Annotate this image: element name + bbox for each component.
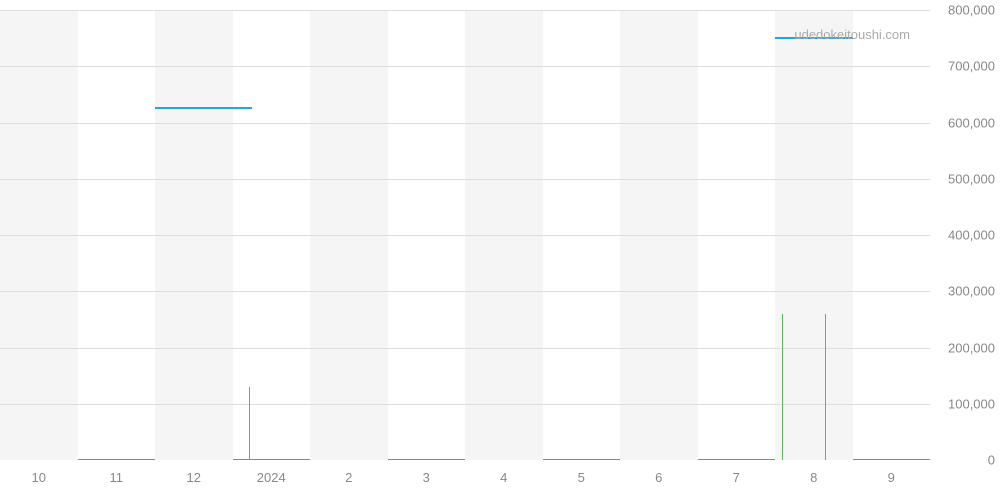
y-axis-label: 200,000 <box>935 340 995 355</box>
y-axis-label: 600,000 <box>935 115 995 130</box>
x-axis-label: 12 <box>187 470 201 485</box>
gridline-h <box>0 348 930 349</box>
watermark-text: udedokeitoushi.com <box>794 27 910 42</box>
y-axis-label: 100,000 <box>935 396 995 411</box>
gridline-h <box>0 10 930 11</box>
x-axis-label: 4 <box>500 470 507 485</box>
volume-bar <box>249 387 250 460</box>
plot-area: 0100,000200,000300,000400,000500,000600,… <box>0 10 930 460</box>
x-axis-label: 5 <box>578 470 585 485</box>
x-axis-label: 7 <box>733 470 740 485</box>
gridline-h <box>0 123 930 124</box>
gridline-h <box>0 179 930 180</box>
gridline-h <box>0 235 930 236</box>
y-axis-label: 300,000 <box>935 284 995 299</box>
x-axis-label: 8 <box>810 470 817 485</box>
x-axis-label: 2 <box>345 470 352 485</box>
x-axis-label: 2024 <box>257 470 286 485</box>
x-axis-label: 10 <box>32 470 46 485</box>
gridline-h <box>0 404 930 405</box>
x-axis-label: 3 <box>423 470 430 485</box>
price-chart: 0 100,000 200,000 300,000 400,000 500,000 600,… <box>0 0 1000 500</box>
x-axis-label: 9 <box>888 470 895 485</box>
y-axis-label: 500,000 <box>935 171 995 186</box>
y-axis-label: 0 <box>935 453 995 468</box>
price-line <box>155 107 252 109</box>
gridline-h <box>0 66 930 67</box>
x-axis-label: 11 <box>110 470 124 485</box>
y-axis-label: 700,000 <box>935 59 995 74</box>
volume-bar <box>782 314 783 460</box>
y-axis-label: 400,000 <box>935 228 995 243</box>
volume-bar <box>825 314 826 460</box>
gridline-h <box>0 291 930 292</box>
x-axis-label: 6 <box>655 470 662 485</box>
y-axis-label: 800,000 <box>935 3 995 18</box>
